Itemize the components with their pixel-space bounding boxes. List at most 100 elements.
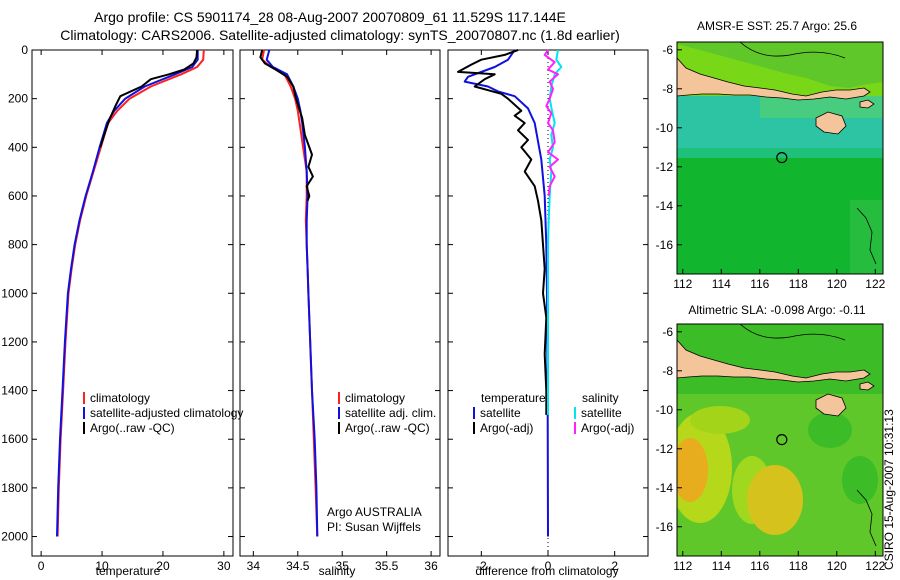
sst-map-title: AMSR-E SST: 25.7 Argo: 25.6 bbox=[697, 19, 857, 33]
map-y-tick-label: -14 bbox=[656, 481, 674, 495]
map-y-tick-label: -6 bbox=[662, 325, 673, 339]
sst-argo-location-marker bbox=[776, 151, 788, 164]
depth-tick-label: 2000 bbox=[1, 530, 28, 544]
temperature-plot-frame bbox=[31, 49, 234, 557]
depth-tick-label: 0 bbox=[21, 43, 28, 57]
credit-timestamp: CSIRO 15-Aug-2007 10:31:13 bbox=[882, 409, 896, 570]
sla-field-high bbox=[690, 406, 750, 434]
depth-tick-label: 1400 bbox=[1, 384, 28, 398]
map-x-tick-label: 114 bbox=[712, 559, 731, 573]
sla-map-title: Altimetric SLA: -0.098 Argo: -0.11 bbox=[688, 303, 866, 317]
map-x-tick-label: 116 bbox=[750, 559, 769, 573]
x-tick-label: 34 bbox=[247, 559, 261, 573]
map-y-tick-label: -16 bbox=[656, 520, 674, 534]
sla-argo-location-marker bbox=[776, 433, 788, 446]
x-tick-label: 35 bbox=[336, 559, 350, 573]
legend-label: satellite adj. clim. bbox=[345, 406, 436, 420]
map-y-tick-label: -8 bbox=[662, 364, 673, 378]
map-y-tick-label: -6 bbox=[662, 43, 673, 57]
depth-tick-label: 1200 bbox=[1, 335, 28, 349]
difference-legend: temperature salinity satellite Argo(-adj… bbox=[473, 391, 634, 435]
float-owner-annotation: Argo AUSTRALIA bbox=[327, 505, 422, 519]
map-y-tick-label: -16 bbox=[656, 238, 674, 252]
australia-coastline bbox=[856, 489, 877, 547]
difference-xlabel: difference from climatology bbox=[475, 564, 618, 578]
borneo-coastline bbox=[739, 324, 846, 341]
sla-field-low bbox=[842, 456, 878, 504]
legend-label: climatology bbox=[90, 391, 150, 405]
series-line-argo-raw-qc bbox=[259, 49, 314, 202]
legend-label: Argo(..raw -QC) bbox=[90, 421, 175, 435]
map-y-tick-label: -8 bbox=[662, 82, 673, 96]
depth-tick-label: 800 bbox=[8, 238, 28, 252]
x-tick-label: 35.5 bbox=[375, 559, 399, 573]
x-tick-label: 20 bbox=[156, 559, 170, 573]
sst-field-patch bbox=[760, 96, 883, 118]
depth-tick-label: 1600 bbox=[1, 432, 28, 446]
legend-header-salinity: salinity bbox=[582, 391, 619, 405]
map-y-tick-label: -12 bbox=[656, 442, 674, 456]
legend-label: satellite-adjusted climatology bbox=[90, 406, 243, 420]
java-island bbox=[677, 339, 871, 383]
x-tick-label: 10 bbox=[95, 559, 109, 573]
java-island bbox=[677, 57, 871, 101]
sst-map bbox=[677, 42, 883, 274]
map-x-tick-label: 112 bbox=[673, 277, 692, 291]
sla-field-peak bbox=[677, 438, 708, 502]
map-y-tick-label: -14 bbox=[656, 199, 674, 213]
x-tick-label: -2 bbox=[476, 559, 487, 573]
map-x-tick-label: 118 bbox=[789, 559, 808, 573]
map-x-tick-label: 122 bbox=[865, 277, 885, 291]
map-x-tick-label: 116 bbox=[750, 277, 769, 291]
series-line-satellite-adjusted-climatology bbox=[56, 50, 199, 537]
figure-title-line-1: Argo profile: CS 5901174_28 08-Aug-2007 … bbox=[94, 9, 566, 25]
sst-map-frame bbox=[676, 41, 884, 275]
x-tick-label: 36 bbox=[424, 559, 438, 573]
series-line-climatology bbox=[56, 49, 205, 537]
legend-label: Argo(-adj) bbox=[480, 421, 533, 435]
difference-plot: -2 0 2 bbox=[448, 49, 648, 573]
map-x-tick-label: 120 bbox=[827, 559, 847, 573]
x-tick-label: 0 bbox=[38, 559, 45, 573]
depth-tick-label: 1800 bbox=[1, 481, 28, 495]
sst-cloud-gap bbox=[677, 42, 883, 88]
map-x-tick-label: 122 bbox=[865, 559, 885, 573]
salinity-xlabel: salinity bbox=[319, 564, 356, 578]
salinity-plot-frame bbox=[239, 49, 441, 557]
map-y-tick-label: -10 bbox=[656, 403, 674, 417]
sla-map bbox=[677, 324, 883, 556]
salinity-legend: climatology satellite adj. clim. Argo(..… bbox=[327, 391, 436, 534]
australia-coastline bbox=[856, 207, 877, 265]
legend-label: Argo(..raw -QC) bbox=[345, 421, 430, 435]
sumba-island bbox=[815, 111, 847, 135]
float-pi-annotation: PI: Susan Wijffels bbox=[327, 520, 421, 534]
temperature-xlabel: temperature bbox=[96, 564, 161, 578]
temperature-legend: climatology satellite-adjusted climatolo… bbox=[83, 391, 243, 435]
borneo-coastline bbox=[739, 42, 846, 59]
legend-label: climatology bbox=[345, 391, 405, 405]
legend-label: satellite bbox=[480, 406, 521, 420]
depth-tick-label: 400 bbox=[8, 140, 28, 154]
map-x-tick-label: 120 bbox=[827, 277, 847, 291]
sla-map-frame bbox=[676, 323, 884, 557]
series-line-argo-raw-qc bbox=[99, 49, 199, 148]
salinity-plot: 34 34.5 35 35.5 36 bbox=[240, 49, 440, 573]
figure-title-line-2: Climatology: CARS2006. Satellite-adjuste… bbox=[60, 27, 620, 43]
map-y-tick-label: -12 bbox=[656, 160, 674, 174]
series-line-temperature-satellite bbox=[463, 49, 549, 537]
depth-tick-label: 600 bbox=[8, 189, 28, 203]
small-island bbox=[859, 99, 875, 109]
depth-tick-label: 200 bbox=[8, 92, 28, 106]
legend-label: Argo(-adj) bbox=[581, 421, 634, 435]
map-y-tick-label: -10 bbox=[656, 121, 674, 135]
sla-field-low bbox=[808, 412, 852, 448]
temperature-plot: 0 10 20 30 bbox=[32, 49, 233, 573]
series-line-salinity-satellite bbox=[547, 49, 563, 415]
x-tick-label: 30 bbox=[217, 559, 231, 573]
small-island bbox=[859, 381, 875, 391]
x-tick-label: 34.5 bbox=[286, 559, 310, 573]
legend-header-temperature: temperature bbox=[481, 391, 546, 405]
depth-tick-label: 1000 bbox=[1, 286, 28, 300]
map-x-tick-label: 118 bbox=[789, 277, 808, 291]
